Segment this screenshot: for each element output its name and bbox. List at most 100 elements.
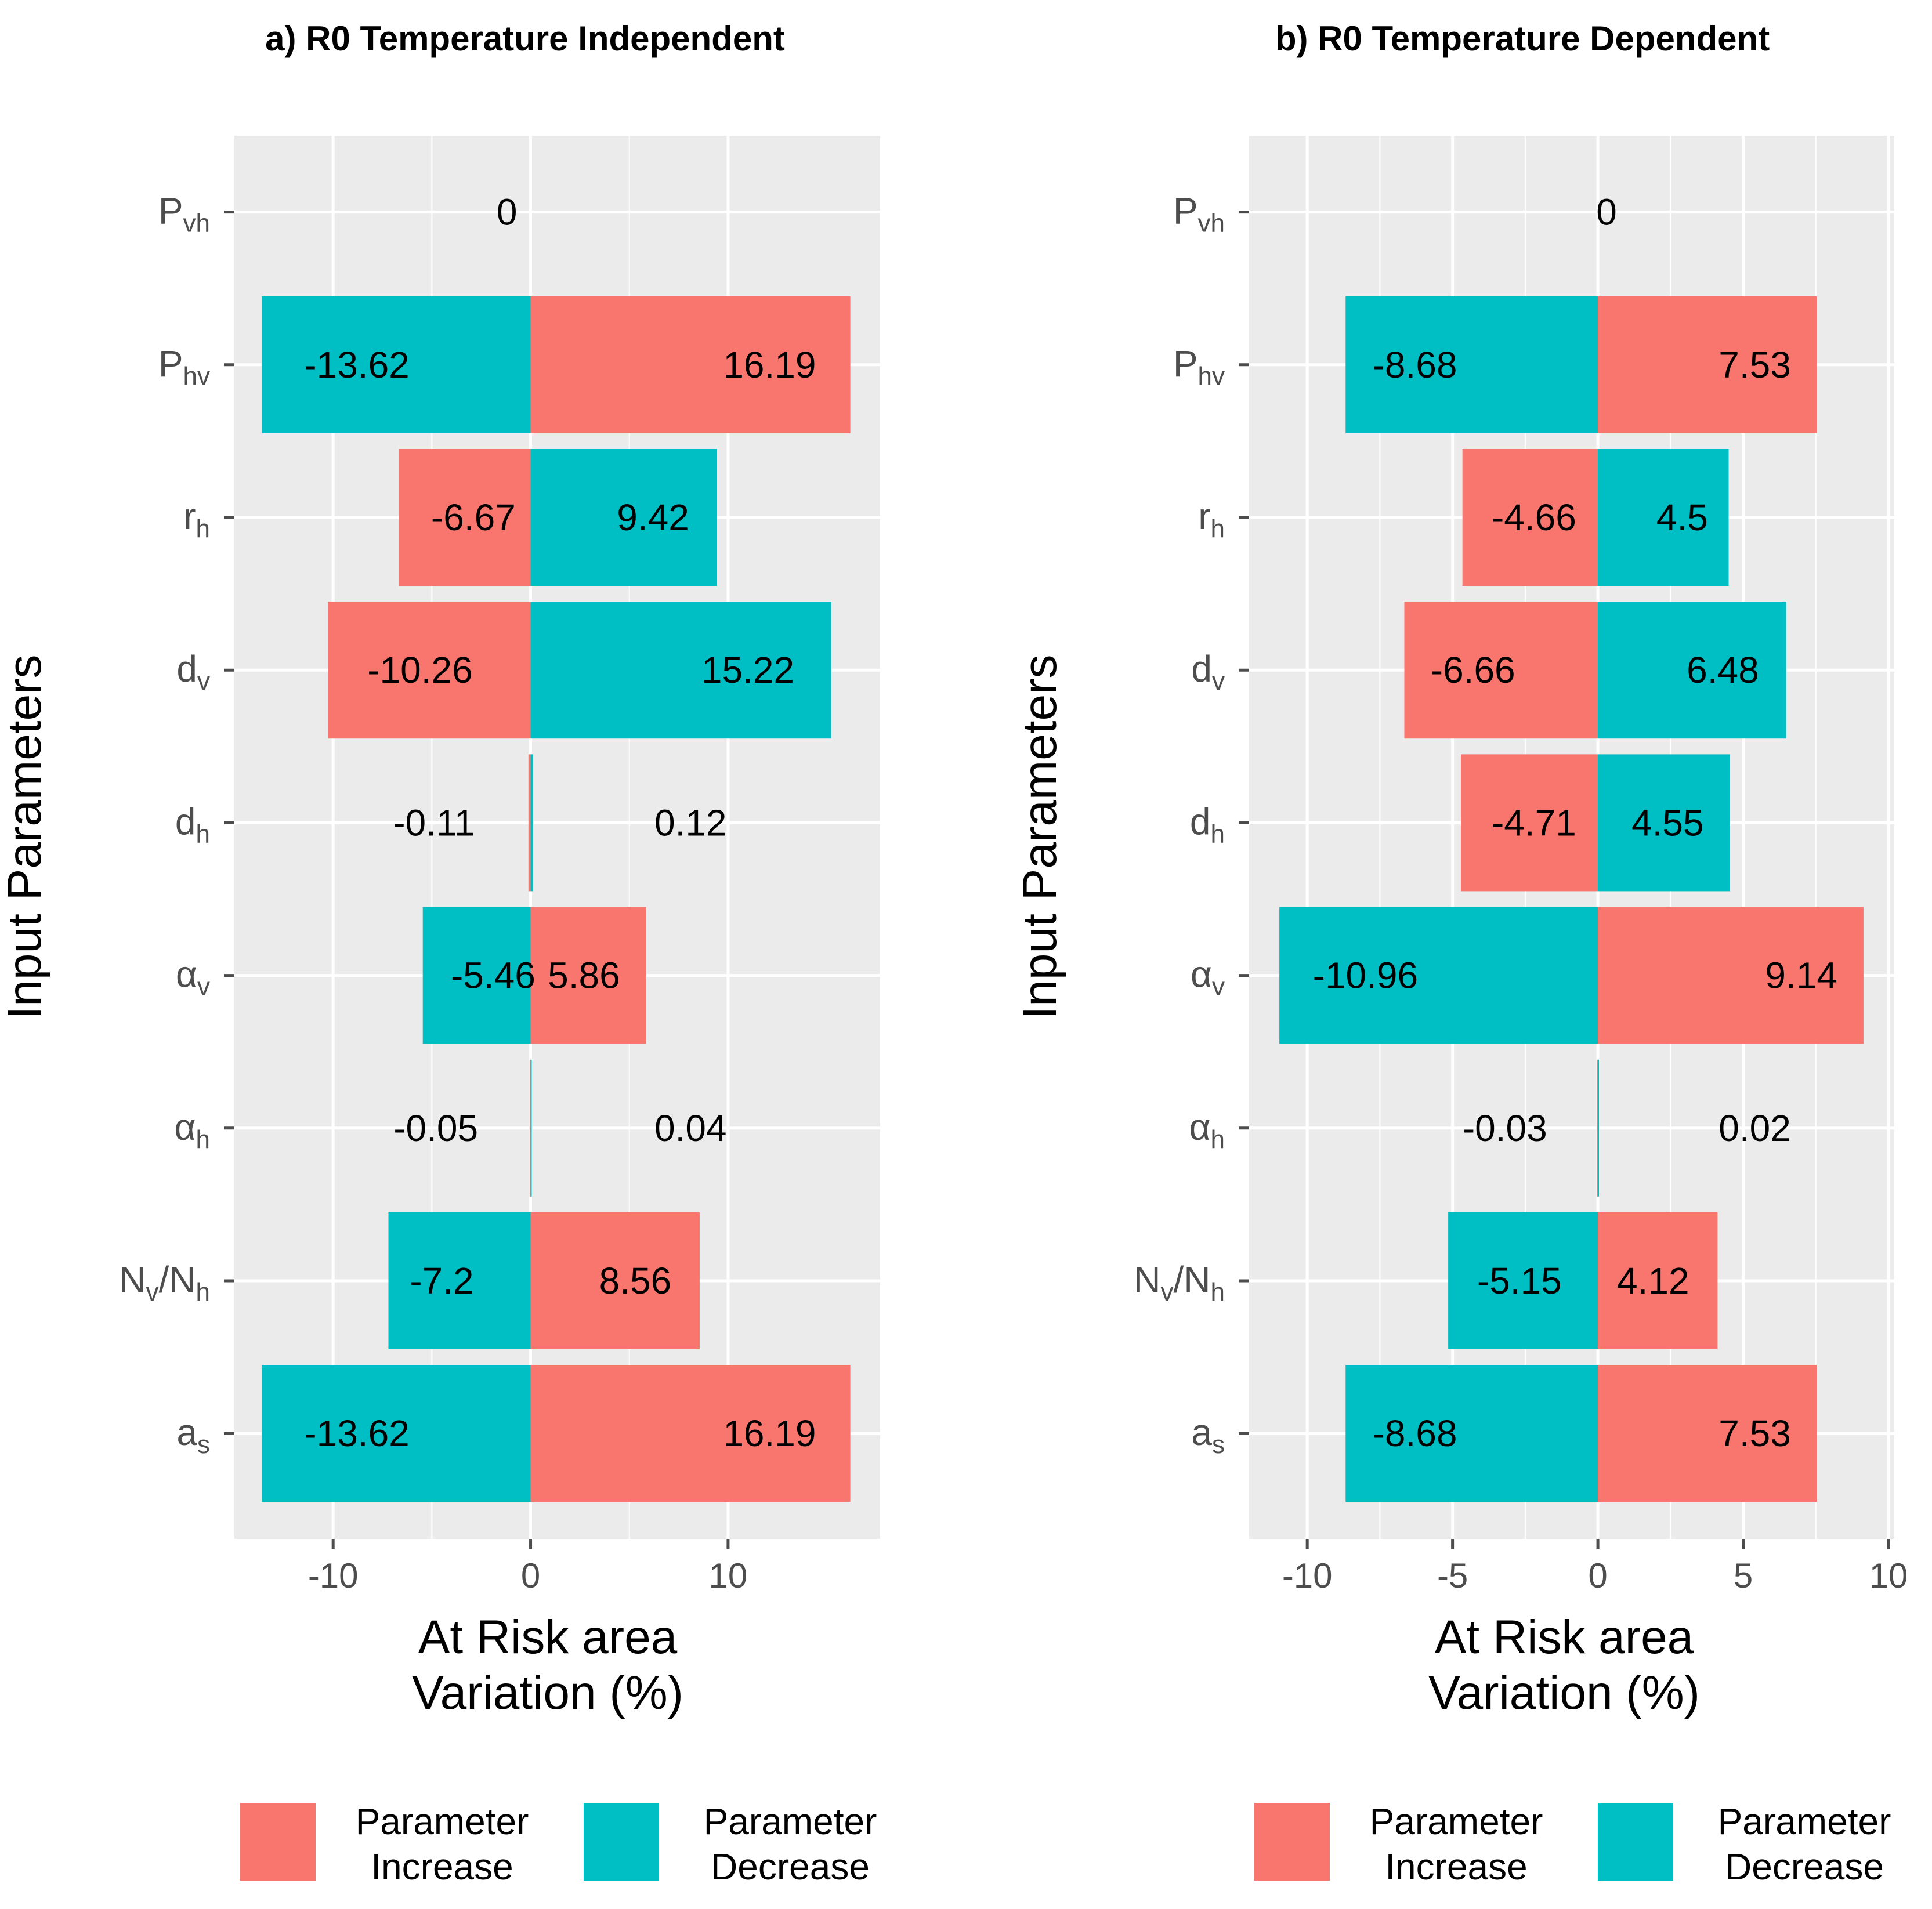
panel-a-bar-decrease-1 bbox=[261, 296, 531, 433]
param-subscript: h bbox=[196, 820, 210, 848]
param-main: d bbox=[175, 800, 196, 842]
param-subscript: vh bbox=[1198, 209, 1225, 238]
legend-increase-label: Parameter bbox=[356, 1801, 529, 1842]
param-main: a bbox=[1191, 1411, 1212, 1453]
panel-b-value-label: -0.03 bbox=[1463, 1107, 1547, 1149]
panel-a-bar-increase-2 bbox=[399, 449, 531, 586]
param-subscript: h bbox=[1211, 820, 1225, 848]
panel-a-bar-decrease-2 bbox=[530, 449, 717, 586]
param-subscript: v bbox=[146, 1278, 159, 1306]
legend-increase-swatch bbox=[1254, 1803, 1330, 1881]
panel-b-y-tick-label: Phv bbox=[1173, 343, 1225, 390]
panel-b-bar-decrease-8 bbox=[1345, 1365, 1598, 1502]
panel-b-value-label: -10.96 bbox=[1313, 955, 1418, 997]
panel-a-value-label: -5.46 bbox=[451, 955, 536, 997]
panel-b-bar-decrease-5 bbox=[1279, 907, 1598, 1044]
legend-decrease-swatch bbox=[1598, 1803, 1673, 1881]
param-subscript: s bbox=[1212, 1430, 1225, 1459]
panel-b-y-tick-label: rh bbox=[1198, 495, 1225, 543]
param-main: /N bbox=[1174, 1259, 1211, 1301]
panel-b-value-label: -6.66 bbox=[1431, 649, 1515, 691]
panel-a-x-axis-title: At Risk area bbox=[418, 1611, 678, 1664]
param-main: P bbox=[1173, 343, 1198, 385]
panel-b-x-axis-title: At Risk area bbox=[1435, 1611, 1694, 1664]
param-main: α bbox=[1191, 954, 1212, 995]
panel-b-value-label: -5.15 bbox=[1477, 1260, 1562, 1302]
panel-b-x-tick-label: 5 bbox=[1734, 1556, 1753, 1595]
panel-b-value-label: 0 bbox=[1596, 191, 1617, 233]
panel-a-y-tick-label: αv bbox=[176, 954, 210, 1001]
panel-a-bar-increase-1 bbox=[530, 296, 851, 433]
panel-b-y-tick-label: Nv/Nh bbox=[1134, 1259, 1225, 1306]
panel-a-value-label: 16.19 bbox=[723, 1412, 816, 1454]
panel-b-x-tick-label: 0 bbox=[1588, 1556, 1607, 1595]
param-main: N bbox=[1134, 1259, 1160, 1301]
param-subscript: h bbox=[196, 1125, 210, 1154]
panel-b-value-label: 9.14 bbox=[1765, 955, 1837, 997]
panel-a-y-tick-label: dv bbox=[176, 648, 210, 696]
panel-b-value-label: 0.02 bbox=[1718, 1107, 1791, 1149]
param-main: d bbox=[176, 648, 197, 690]
panel-b-bar-increase-8 bbox=[1598, 1365, 1817, 1502]
panel-a-y-tick-label: Nv/Nh bbox=[119, 1259, 210, 1306]
legend-decrease-label-line2: Decrease bbox=[711, 1846, 870, 1888]
panel-a-y-tick-label: rh bbox=[183, 495, 210, 543]
panel-a-value-label: 16.19 bbox=[723, 344, 816, 386]
legend-increase-label-line2: Increase bbox=[371, 1846, 513, 1888]
param-subscript: h bbox=[1211, 1278, 1225, 1306]
panel-a-value-label: -0.05 bbox=[393, 1107, 478, 1149]
legend-decrease-label: Parameter bbox=[1718, 1801, 1891, 1842]
param-subscript: h bbox=[1211, 515, 1225, 543]
panel-b-value-label: 6.48 bbox=[1687, 649, 1759, 691]
panel-b-value-label: 7.53 bbox=[1718, 1412, 1791, 1454]
panel-b-x-axis-title-line2: Variation (%) bbox=[1428, 1667, 1700, 1719]
panel-b-value-label: 4.12 bbox=[1617, 1260, 1689, 1302]
panel-a-bar-increase-8 bbox=[530, 1365, 851, 1502]
param-subscript: h bbox=[196, 1278, 210, 1306]
param-main: α bbox=[1189, 1106, 1211, 1148]
panel-a-value-label: 5.86 bbox=[548, 955, 620, 997]
panel-b-value-label: -4.66 bbox=[1492, 497, 1576, 538]
panel-b-y-tick-label: as bbox=[1191, 1411, 1225, 1459]
panel-a-value-label: 15.22 bbox=[701, 649, 794, 691]
panel-b-y-axis-title: Input Parameters bbox=[1014, 655, 1066, 1020]
panel-b-y-tick-label: Pvh bbox=[1173, 190, 1225, 238]
panel-b-value-label: 4.5 bbox=[1656, 497, 1708, 538]
panel-b-y-tick-label: dh bbox=[1190, 800, 1225, 848]
param-main: d bbox=[1190, 800, 1211, 842]
panel-b-bar-increase-1 bbox=[1598, 296, 1817, 433]
param-main: /N bbox=[159, 1259, 196, 1301]
panel-b-x-tick-label: -10 bbox=[1282, 1556, 1333, 1595]
panel-b-y-tick-label: αv bbox=[1191, 954, 1225, 1001]
panel-b-value-label: -8.68 bbox=[1373, 1412, 1457, 1454]
param-subscript: s bbox=[197, 1430, 210, 1459]
panel-a-y-tick-label: Phv bbox=[158, 343, 210, 390]
panel-a-y-tick-label: Pvh bbox=[158, 190, 210, 238]
panel-b-bar-decrease-4 bbox=[1598, 754, 1730, 892]
panel-a-value-label: 0.12 bbox=[654, 802, 727, 843]
panel-a-bar-increase-6 bbox=[529, 1059, 531, 1197]
param-main: P bbox=[1173, 190, 1198, 232]
param-subscript: h bbox=[1211, 1125, 1225, 1154]
param-subscript: vh bbox=[183, 209, 210, 238]
panel-a-x-axis-title-line2: Variation (%) bbox=[412, 1667, 683, 1719]
panel-a-bar-decrease-8 bbox=[261, 1365, 531, 1502]
param-subscript: v bbox=[1161, 1278, 1174, 1306]
panel-b-bar-increase-4 bbox=[1461, 754, 1598, 892]
panel-b-bar-decrease-6 bbox=[1598, 1059, 1600, 1197]
param-subscript: v bbox=[1212, 667, 1225, 696]
panel-a-y-tick-label: αh bbox=[175, 1106, 210, 1154]
panel-a: a) R0 Temperature Independent 0 -13.62 16.1… bbox=[0, 19, 880, 1888]
param-main: α bbox=[175, 1106, 196, 1148]
panel-a-value-label: -13.62 bbox=[304, 344, 409, 386]
panel-b-bar-decrease-1 bbox=[1345, 296, 1598, 433]
panel-b: b) R0 Temperature Dependent 0 -8.68 7.53 -4.… bbox=[1014, 19, 1908, 1888]
panel-a-title: a) R0 Temperature Independent bbox=[265, 19, 785, 58]
panel-a-x-tick-label: 0 bbox=[521, 1556, 540, 1595]
panel-b-bar-decrease-3 bbox=[1598, 602, 1786, 739]
panel-a-bar-increase-4 bbox=[528, 754, 531, 892]
panel-a-bar-increase-3 bbox=[328, 602, 531, 739]
param-main: P bbox=[158, 343, 183, 385]
